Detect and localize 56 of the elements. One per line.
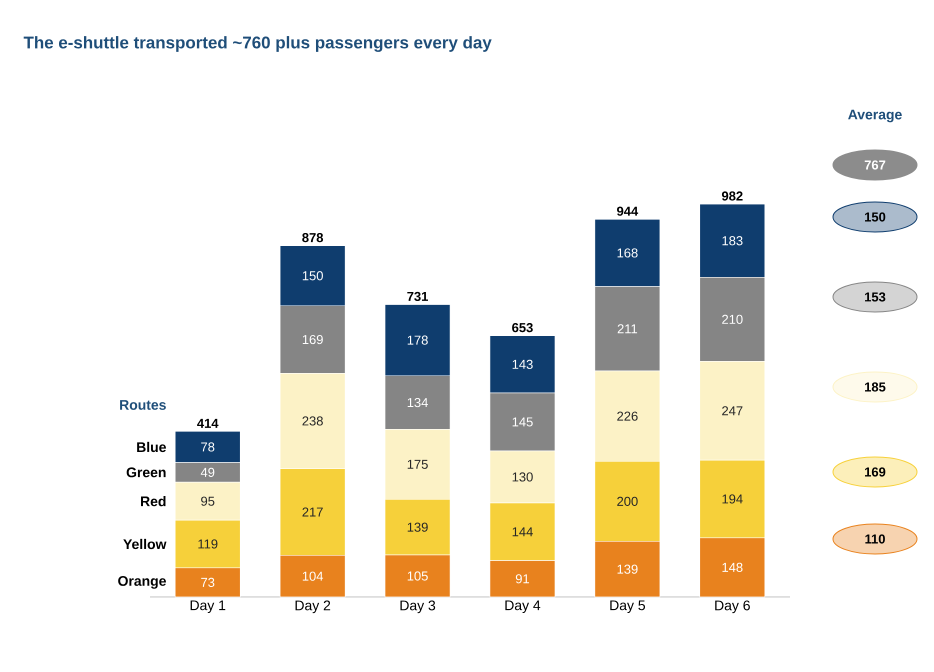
data-label: 104	[302, 572, 324, 581]
data-label: 247	[722, 406, 742, 416]
data-label: 226	[617, 412, 638, 421]
total-label: 982	[722, 191, 743, 201]
series-label: Green	[126, 467, 166, 478]
data-label: 73	[201, 578, 214, 587]
data-label: 130	[512, 472, 533, 482]
x-tick-label: Day 6	[715, 600, 750, 614]
data-label: 119	[198, 539, 218, 549]
data-label: 175	[408, 460, 428, 469]
x-tick-label: Day 3	[400, 600, 436, 614]
series-label: Blue	[137, 442, 166, 452]
x-tick-label: Day 2	[296, 600, 330, 614]
data-label: 217	[302, 507, 323, 516]
text: 110	[865, 534, 885, 544]
data-label: 143	[512, 360, 533, 369]
data-label: 183	[722, 236, 743, 246]
data-label: 139	[618, 564, 638, 574]
series-label: Red	[141, 496, 166, 506]
data-label: 134	[408, 398, 428, 408]
data-label: 211	[618, 324, 638, 334]
data-label: 169	[302, 334, 323, 344]
x-tick-label: Day 5	[610, 600, 645, 613]
data-label: 139	[408, 522, 428, 532]
text: 767	[864, 160, 886, 170]
data-label: 49	[200, 468, 214, 477]
text: 169	[865, 467, 886, 477]
text: Average	[848, 110, 902, 122]
text: 150	[865, 212, 886, 222]
series-label: Orange	[118, 576, 166, 589]
total-label: 878	[302, 233, 324, 242]
data-label: 91	[516, 574, 530, 584]
legend-title: Routes	[120, 400, 166, 410]
data-label: 194	[722, 494, 743, 504]
data-label: 178	[408, 336, 428, 345]
total-label: 653	[512, 323, 533, 332]
data-label: 168	[618, 248, 638, 258]
total-label: 944	[617, 206, 638, 216]
total-label: 731	[407, 292, 428, 302]
data-label: 148	[722, 562, 743, 572]
x-tick-label: Day 1	[190, 600, 226, 613]
total-label: 414	[197, 418, 218, 428]
data-label: 210	[722, 314, 743, 324]
data-label: 95	[201, 496, 214, 506]
data-label: 105	[408, 571, 428, 581]
text: 153	[865, 292, 886, 302]
data-label: 238	[302, 416, 323, 426]
text: 185	[865, 382, 886, 392]
data-label: 150	[302, 271, 323, 280]
x-tick-label: Day 4	[505, 600, 540, 613]
data-label: 144	[512, 527, 533, 536]
chart-title: The e-shuttle transported ~760 plus passengers every day	[24, 36, 492, 52]
data-label: 78	[201, 442, 214, 452]
series-label: Yellow	[123, 538, 166, 550]
data-label: 200	[617, 496, 638, 506]
data-label: 145	[512, 417, 533, 426]
